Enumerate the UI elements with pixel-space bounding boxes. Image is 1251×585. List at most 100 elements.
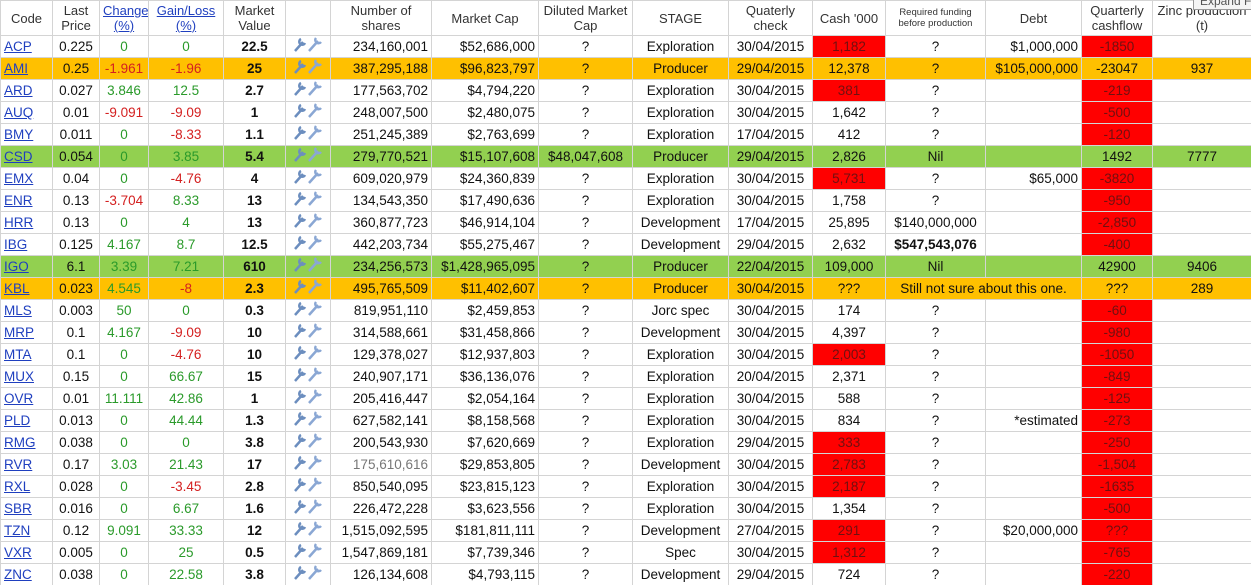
cell: 333 [812,431,886,454]
code-link[interactable]: ENR [0,189,53,212]
tool-icon [285,409,331,432]
cell: 0 [99,123,149,146]
cell [985,189,1082,212]
code-link[interactable]: AMI [0,57,53,80]
code-link[interactable]: MUX [0,365,53,388]
cell: 0 [99,475,149,498]
cell: 30/04/2015 [728,343,813,366]
code-link[interactable]: MLS [0,299,53,322]
cell: 2,783 [812,453,886,476]
code-link[interactable]: CSD [0,145,53,168]
code-link[interactable]: AUQ [0,101,53,124]
code-link[interactable]: PLD [0,409,53,432]
cell: ? [885,409,986,432]
header-cell: Last Price [52,0,100,36]
cell: 1,758 [812,189,886,212]
header-cell: STAGE [632,0,729,36]
code-link[interactable]: ACP [0,35,53,58]
cell: 175,610,616 [330,453,432,476]
cell: $11,402,607 [431,277,539,300]
cell: 30/04/2015 [728,167,813,190]
cell: 33.33 [148,519,224,542]
data-row: AMI 0.25 -1.961 -1.96 25 387,295,188 $96,823,7… [0,57,1251,80]
code-link[interactable]: OVR [0,387,53,410]
cell: 1.1 [223,123,286,146]
code-link[interactable]: HRR [0,211,53,234]
cell: $24,360,839 [431,167,539,190]
cell: 9406 [1152,255,1251,278]
cell: 134,543,350 [330,189,432,212]
code-link[interactable]: BMY [0,123,53,146]
header-cell: Quarterly cashflow [1081,0,1153,36]
header-cell: Debt [985,0,1082,36]
cell: 3.85 [148,145,224,168]
code-link[interactable]: SBR [0,497,53,520]
cell: ? [885,79,986,102]
cell: 610 [223,255,286,278]
cell: ? [885,343,986,366]
code-link[interactable]: ZNC [0,563,53,585]
cell: 0 [99,35,149,58]
code-link[interactable]: VXR [0,541,53,564]
code-link[interactable]: MRP [0,321,53,344]
cell: 30/04/2015 [728,453,813,476]
cell: 0.12 [52,519,100,542]
cell: 381 [812,79,886,102]
cell: $8,158,568 [431,409,539,432]
code-link[interactable]: TZN [0,519,53,542]
cell: 2,371 [812,365,886,388]
cell: 3.39 [99,255,149,278]
cell: 2.8 [223,475,286,498]
code-link[interactable]: MTA [0,343,53,366]
cell: 13 [223,189,286,212]
cell: 17/04/2015 [728,123,813,146]
cell: Producer [632,255,729,278]
tool-icon [285,123,331,146]
cell: ? [538,167,633,190]
code-link[interactable]: IBG [0,233,53,256]
header-cell: Code [0,0,53,36]
cell: ? [538,365,633,388]
cell [1152,453,1251,476]
cell: -8.33 [148,123,224,146]
code-link[interactable]: RXL [0,475,53,498]
code-link[interactable]: RMG [0,431,53,454]
cell: 0 [99,167,149,190]
cell: -4.76 [148,167,224,190]
cell: Exploration [632,189,729,212]
data-row: ZNC 0.038 0 22.58 3.8 126,134,608 $4,793,115? D… [0,563,1251,585]
cell: 174 [812,299,886,322]
cell [1152,299,1251,322]
header-cell: Market Cap [431,0,539,36]
cell: 0.038 [52,431,100,454]
cell: ? [538,189,633,212]
code-link[interactable]: RVR [0,453,53,476]
header-cell: Gain/Loss (%) [148,0,224,36]
cell [985,211,1082,234]
code-link[interactable]: ARD [0,79,53,102]
cell: 66.67 [148,365,224,388]
cell: 0 [99,343,149,366]
data-row: MUX 0.15 0 66.67 15 240,907,171 $36,136,076? Ex… [0,365,1251,388]
cell [985,101,1082,124]
cell: $1,428,965,095 [431,255,539,278]
cell: Development [632,563,729,585]
cell: 12,378 [812,57,886,80]
cell: 834 [812,409,886,432]
code-link[interactable]: EMX [0,167,53,190]
cell: 25 [223,57,286,80]
code-link[interactable]: IGO [0,255,53,278]
expand-button[interactable]: Expand Fo [1192,0,1251,10]
cell: ? [885,541,986,564]
cell: ? [885,167,986,190]
header-row: Code Last Price Change (%) Gain/Loss (%) Mar… [0,0,1251,36]
data-row: ENR 0.13 -3.704 8.33 13 134,543,350 $17,490,63… [0,189,1251,212]
cell: 0 [99,431,149,454]
cell: 0.003 [52,299,100,322]
tool-icon [285,475,331,498]
cell: 0.1 [52,321,100,344]
tool-icon [285,321,331,344]
cell: 4.545 [99,277,149,300]
code-link[interactable]: KBL [0,277,53,300]
